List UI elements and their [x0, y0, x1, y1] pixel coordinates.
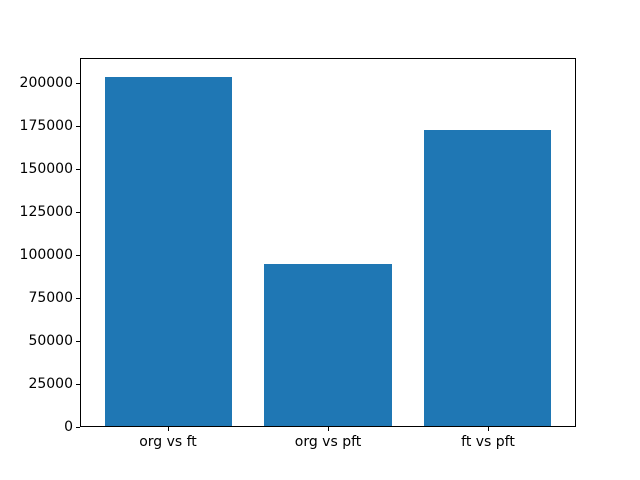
x-tick-label: org vs ft [139, 434, 197, 450]
bar-ft-vs-pft [423, 130, 552, 426]
y-tick-mark [76, 383, 80, 385]
y-tick-mark [76, 168, 80, 170]
y-tick-label: 50000 [28, 333, 73, 350]
y-tick-mark [76, 340, 80, 342]
y-tick-label: 125000 [19, 204, 73, 221]
y-tick-label: 0 [64, 419, 73, 435]
y-tick-label: 200000 [19, 75, 73, 92]
y-tick-mark [76, 82, 80, 84]
y-tick-label: 100000 [19, 247, 73, 264]
y-tick-label: 175000 [19, 118, 73, 135]
x-tick-label: org vs pft [294, 434, 362, 450]
y-tick-label: 25000 [28, 376, 73, 393]
y-tick-mark [76, 211, 80, 213]
y-tick-mark [76, 125, 80, 127]
plot-area [80, 57, 576, 427]
x-tick-mark [328, 427, 329, 431]
y-tick-label: 75000 [28, 290, 73, 307]
x-tick-label: ft vs pft [461, 434, 515, 450]
y-tick-label: 150000 [19, 161, 73, 178]
bar-org-vs-pft [264, 263, 392, 426]
y-tick-mark [76, 254, 80, 256]
y-tick-mark [76, 426, 80, 428]
y-tick-mark [76, 297, 80, 299]
x-tick-mark [168, 427, 169, 431]
bar-org-vs-ft [104, 77, 233, 426]
x-tick-mark [488, 427, 489, 431]
